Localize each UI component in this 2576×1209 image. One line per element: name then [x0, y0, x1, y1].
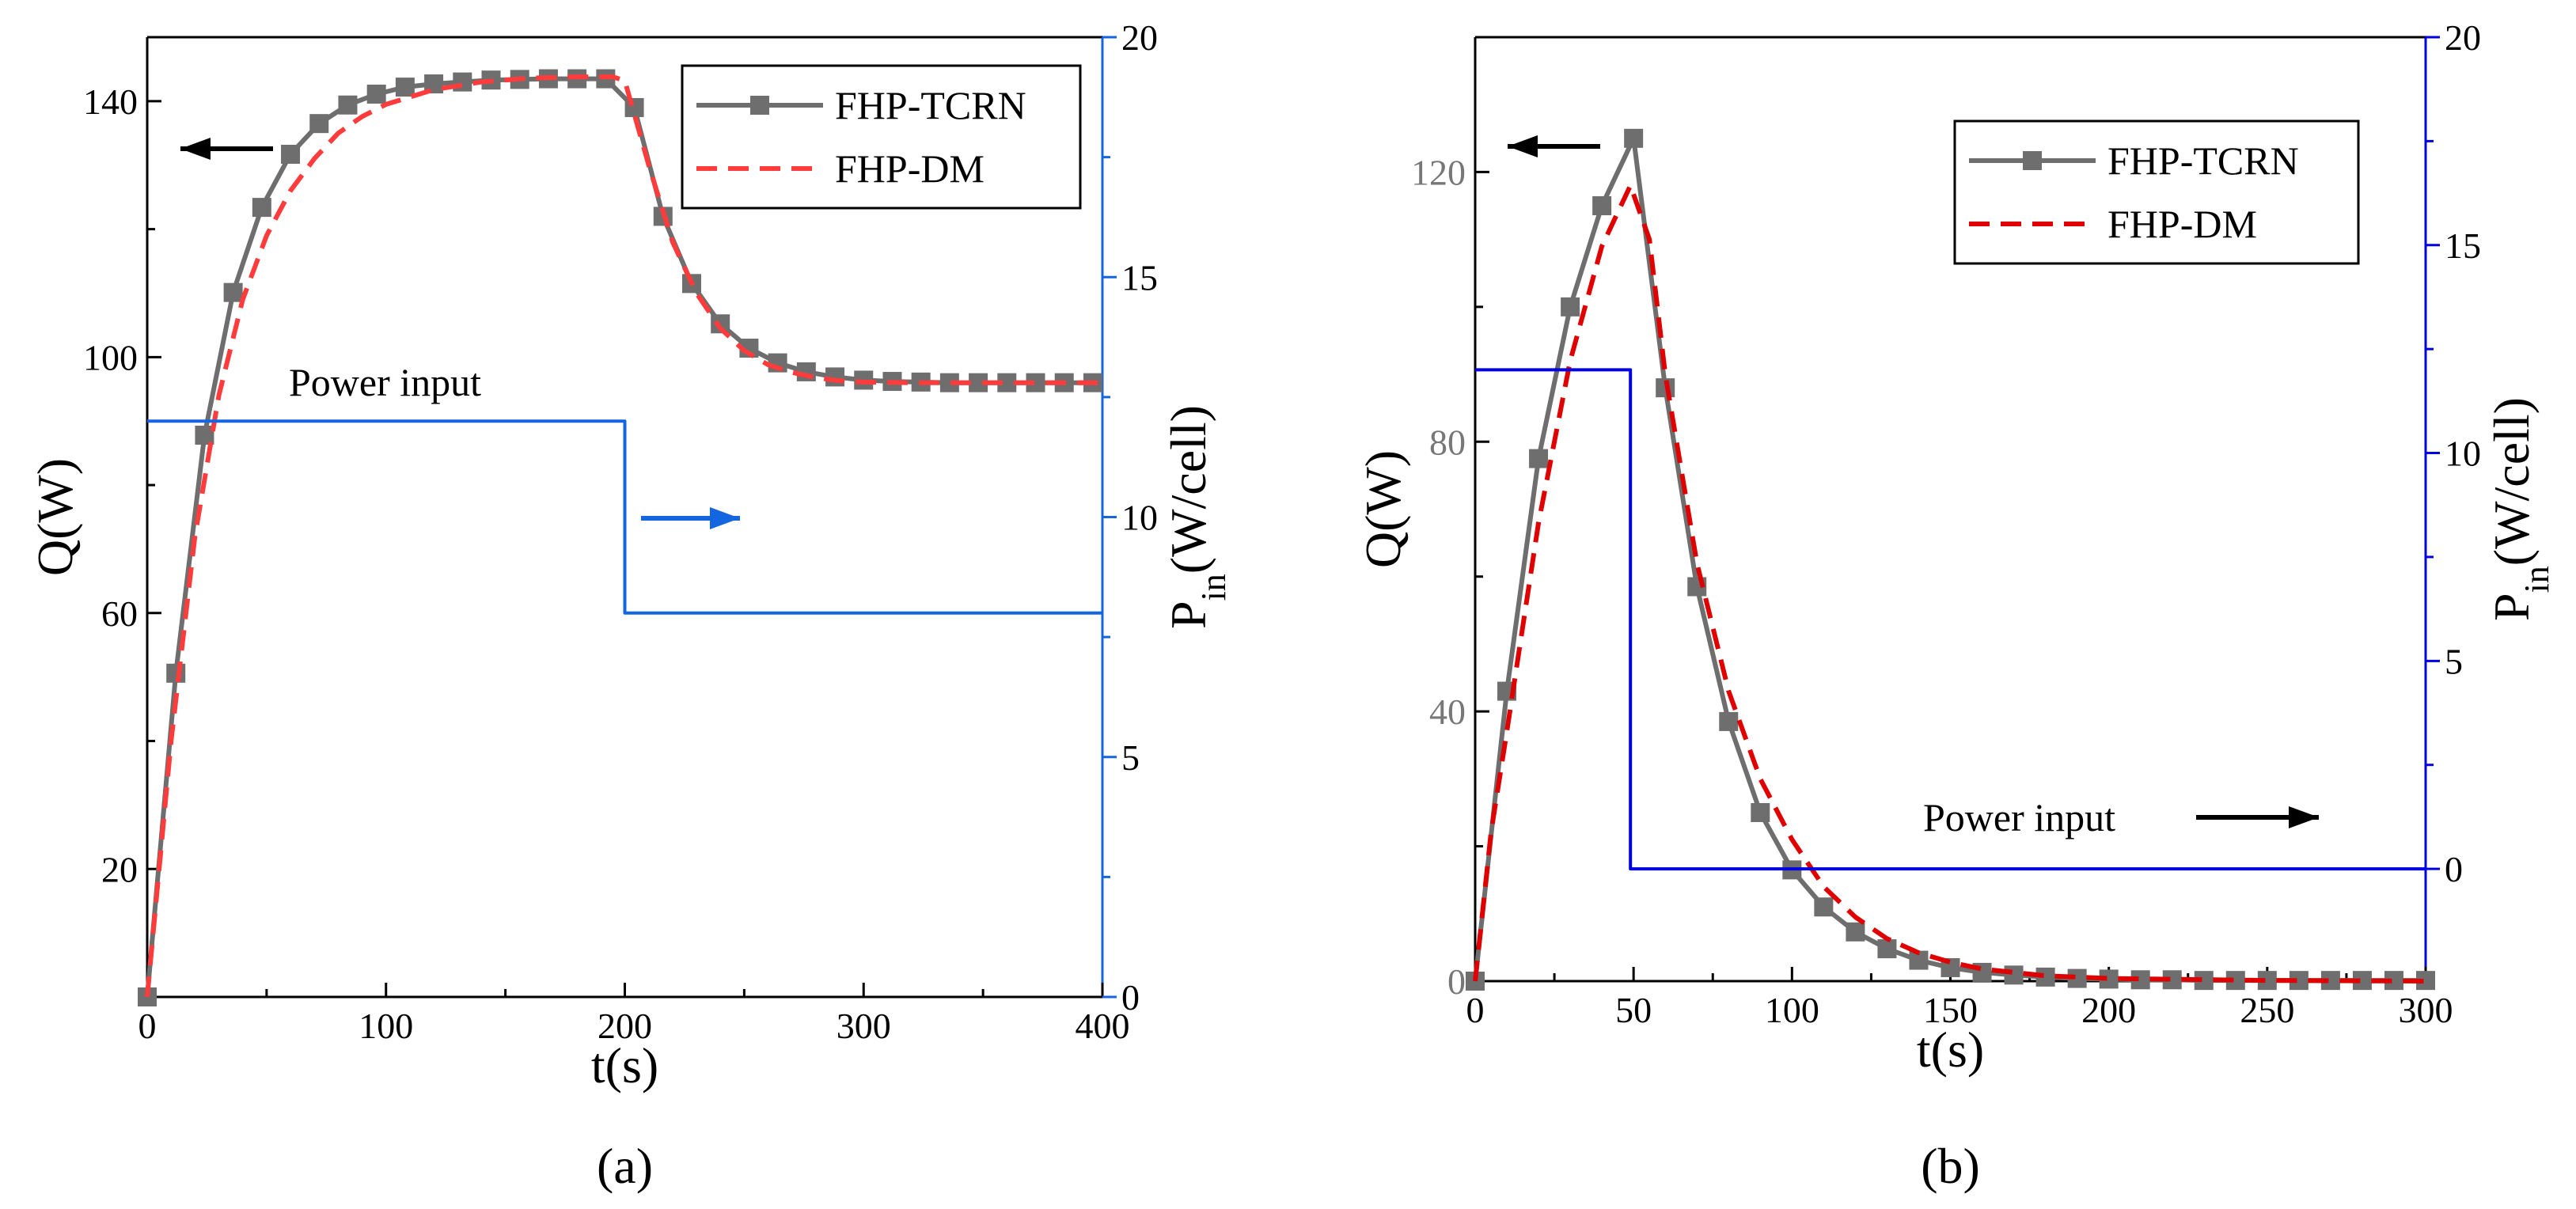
- data-point-marker: [1719, 711, 1739, 731]
- y2-tick-label: 10: [1121, 498, 1158, 538]
- legend-label: FHP-TCRN: [2107, 138, 2299, 183]
- data-point-marker: [281, 144, 301, 164]
- data-point-marker: [309, 114, 329, 134]
- data-point-marker: [1529, 449, 1549, 468]
- x-tick-label: 250: [2240, 990, 2294, 1030]
- right-axis-arrow-head: [710, 507, 740, 529]
- y-tick-label: 80: [1429, 422, 1466, 462]
- power-input-annotation: Power input: [1923, 795, 2115, 839]
- y-axis-label: Q(W): [1355, 450, 1411, 568]
- y2-tick-label: 5: [2445, 641, 2463, 681]
- data-point-marker: [2004, 965, 2024, 985]
- panel-label: (a): [597, 1138, 653, 1194]
- y-tick-label: 0: [1447, 961, 1466, 1002]
- legend-box: [681, 64, 1082, 210]
- series-fhp-tcrn-line: [145, 76, 1093, 998]
- data-point-marker: [223, 282, 243, 302]
- y2-axis-label: Pin(W/cell): [1160, 405, 1233, 629]
- series-fhp-tcrn-line: [1473, 135, 2426, 983]
- y-tick-label: 100: [83, 337, 138, 377]
- x-tick-label: 200: [2081, 990, 2136, 1030]
- y2-axis-label-sub: in: [2517, 566, 2556, 593]
- data-point-marker: [252, 198, 271, 218]
- x-tick-label: 0: [1466, 990, 1485, 1030]
- legend-label: FHP-DM: [835, 146, 984, 191]
- y2-tick-label: 15: [1121, 257, 1158, 298]
- data-point-marker: [624, 97, 644, 117]
- series-power-input-line: [147, 419, 1102, 615]
- y2-axis-label-main: P: [1160, 601, 1216, 629]
- y2-axis-label-sub: in: [1194, 574, 1233, 601]
- y2-tick-label: 20: [1121, 17, 1158, 58]
- x-tick-label: 300: [837, 1006, 891, 1046]
- y2-tick-label: 0: [1121, 977, 1140, 1018]
- x-tick-label: 200: [598, 1006, 652, 1046]
- data-point-marker: [1592, 196, 1612, 216]
- data-point-marker: [395, 78, 415, 97]
- data-point-marker: [166, 663, 186, 683]
- x-tick-label: 50: [1615, 990, 1652, 1030]
- y-tick-label: 20: [101, 849, 138, 889]
- data-point-marker: [453, 72, 472, 92]
- series-power-input-line: [1475, 368, 2426, 871]
- data-point-marker: [1624, 128, 1644, 148]
- chart-b: 0 50 100 150 200 250 300 0 40 80 120 0 5 10 15 20 t(s) Q(…: [1355, 17, 2556, 1194]
- x-axis-label: t(s): [591, 1037, 658, 1093]
- x-axis-label: t(s): [1917, 1021, 1984, 1078]
- legend-box: [1953, 119, 2360, 265]
- series-fhp-dm-line: [145, 74, 1102, 998]
- right-axis-arrow-head: [2289, 806, 2319, 828]
- x-tick-label: 100: [359, 1006, 413, 1046]
- x-tick-label: 0: [138, 1006, 157, 1046]
- legend-swatch-marker: [2023, 151, 2042, 170]
- y2-tick-label: 0: [2445, 849, 2463, 889]
- y2-axis-label: Pin(W/cell): [2483, 397, 2556, 621]
- y-axis-label: Q(W): [27, 458, 83, 576]
- data-point-marker: [366, 84, 386, 104]
- left-axis-arrow-head: [180, 138, 211, 160]
- y2-tick-label: 5: [1121, 737, 1140, 778]
- x-tick-label: 100: [1765, 990, 1819, 1030]
- legend-swatch-marker: [750, 96, 769, 115]
- data-point-marker: [338, 95, 358, 115]
- panel-label: (b): [1921, 1138, 1980, 1194]
- data-point-marker: [1846, 922, 1865, 942]
- x-tick-label: 400: [1076, 1006, 1130, 1046]
- y2-tick-label: 10: [2445, 434, 2481, 474]
- y2-axis-label-main: P: [2483, 593, 2540, 621]
- data-point-marker: [1751, 802, 1770, 822]
- chart-a: 0 100 200 300 400 20 60 100 140 0 5 10 15 20 t(s) Q(W) P…: [27, 17, 1233, 1194]
- left-axis-arrow-head: [1508, 135, 1538, 157]
- y2-tick-label: 20: [2445, 17, 2481, 58]
- x-tick-label: 300: [2399, 990, 2453, 1030]
- y2-axis-label-rest: (W/cell): [2483, 397, 2540, 566]
- legend-label: FHP-DM: [2107, 202, 2257, 246]
- y-tick-label: 120: [1411, 152, 1466, 192]
- data-point-marker: [195, 425, 214, 445]
- x-tick-label: 150: [1923, 990, 1978, 1030]
- y-tick-label: 140: [83, 81, 138, 122]
- data-point-marker: [1877, 939, 1897, 959]
- y-tick-label: 40: [1429, 692, 1466, 732]
- y2-tick-label: 15: [2445, 226, 2481, 266]
- series-fhp-dm-line: [1473, 183, 2426, 983]
- data-point-marker: [1561, 297, 1580, 316]
- y-tick-label: 60: [101, 593, 138, 634]
- y2-axis-label-rest: (W/cell): [1160, 405, 1216, 574]
- power-input-annotation: Power input: [289, 360, 481, 404]
- legend-label: FHP-TCRN: [835, 83, 1026, 127]
- data-point-marker: [1814, 897, 1834, 917]
